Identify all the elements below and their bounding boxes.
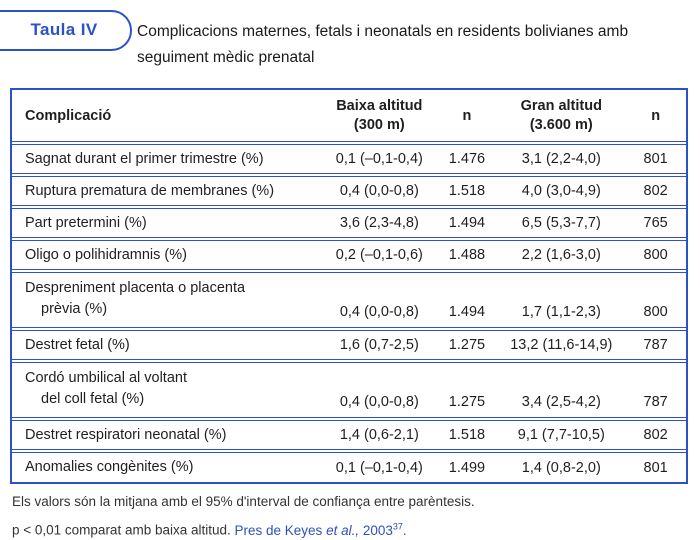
complication-cell: Destret fetal (%) <box>12 335 322 356</box>
baixa-n-cell: 1.518 <box>448 183 486 199</box>
complication-name: Ruptura prematura de membranes (%) <box>25 182 275 199</box>
complication-cell: Oligo o polihidramnis (%) <box>12 245 322 266</box>
baixa-n-cell: 1.518 <box>448 427 486 443</box>
gran-altitud-value-cell: 9,1 (7,7-10,5) <box>517 427 605 443</box>
gran-altitud-value-cell: 4,0 (3,0-4,9) <box>521 183 601 199</box>
citation-reference-number: 37 <box>392 521 403 531</box>
gran-altitud-value-cell: 3,1 (2,2-4,0) <box>521 151 601 167</box>
baixa-altitud-value-cell: 0,4 (0,0-0,8) <box>339 183 419 199</box>
gran-n-cell: 802 <box>643 427 668 443</box>
gran-altitud-value-cell: 1,4 (0,8-2,0) <box>521 459 601 476</box>
citation: Pres de Keyes et al., 200337. <box>234 521 407 538</box>
table-label-tab: Taula IV <box>0 10 132 51</box>
table-row: Anomalies congènites (%) 0,1 (–0,1-0,4) … <box>12 452 686 482</box>
column-header-gran-altitud: Gran altitud (3.600 m) <box>497 97 625 135</box>
complication-name: Cordó umbilical al voltant <box>25 370 187 386</box>
table-caption-line1: Complicacions maternes, fetals i neonata… <box>137 23 629 40</box>
citation-authors: Pres de Keyes <box>234 522 327 538</box>
complication-name: Oligo o polihidramnis (%) <box>25 246 187 263</box>
column-header-gran-line1: Gran altitud <box>520 97 602 114</box>
table-caption-line2: seguiment mèdic prenatal <box>137 49 315 66</box>
complication-cell: Ruptura prematura de membranes (%) <box>12 181 322 202</box>
table-row: Destret fetal (%) 1,6 (0,7-2,5) 1.275 13… <box>12 330 686 360</box>
baixa-n-cell: 1.476 <box>448 151 486 167</box>
complication-cell: Destret respiratori neonatal (%) <box>12 425 322 446</box>
gran-n-cell: 787 <box>643 394 668 410</box>
footnote-pvalue-text: p < 0,01 comparat amb baixa altitud. <box>12 522 235 538</box>
gran-n-cell: 800 <box>643 247 668 263</box>
baixa-altitud-value-cell: 0,1 (–0,1-0,4) <box>335 459 423 476</box>
table-row: Sagnat durant el primer trimestre (%) 0,… <box>12 144 686 174</box>
column-header-baixa-line2: (300 m) <box>353 116 405 133</box>
table-row: Despreniment placenta o placenta prèvia (… <box>12 272 686 328</box>
complication-cell: Cordó umbilical al voltant del coll fetal… <box>12 368 322 410</box>
table-footnotes: Els valors són la mitjana amb el 95% d'i… <box>12 490 475 540</box>
baixa-n-cell: 1.499 <box>448 459 486 476</box>
gran-n-cell: 765 <box>643 215 668 231</box>
gran-altitud-value-cell: 2,2 (1,6-3,0) <box>521 247 601 263</box>
complication-name: Anomalies congènites (%) <box>25 459 194 475</box>
complication-cell: Anomalies congènites (%) <box>12 457 322 478</box>
column-header-complication: Complicació <box>25 107 112 124</box>
table-row: Ruptura prematura de membranes (%) 0,4 (… <box>12 176 686 206</box>
complication-name-line2: prèvia (%) <box>41 301 108 317</box>
table-row: Oligo o polihidramnis (%) 0,2 (–0,1-0,6)… <box>12 240 686 270</box>
gran-altitud-value-cell: 3,4 (2,5-4,2) <box>521 394 601 410</box>
complication-name: Destret respiratori neonatal (%) <box>25 426 227 443</box>
complication-cell: Part pretermini (%) <box>12 213 322 234</box>
baixa-altitud-value-cell: 0,4 (0,0-0,8) <box>339 394 419 410</box>
complication-name-line2: del coll fetal (%) <box>41 391 145 407</box>
gran-n-cell: 801 <box>643 151 668 167</box>
gran-n-cell: 802 <box>643 183 668 199</box>
baixa-n-cell: 1.494 <box>448 304 486 320</box>
table-row: Cordó umbilical al voltant del coll fetal… <box>12 362 686 418</box>
footnote-line1: Els valors són la mitjana amb el 95% d'i… <box>12 494 475 509</box>
citation-et-al: et al., <box>326 522 360 538</box>
citation-period: . <box>402 522 407 538</box>
column-header-baixa-line1: Baixa altitud <box>336 97 423 114</box>
baixa-n-cell: 1.275 <box>448 394 486 410</box>
table-row: Part pretermini (%) 3,6 (2,3-4,8) 1.494 … <box>12 208 686 238</box>
baixa-altitud-value-cell: 0,4 (0,0-0,8) <box>339 304 419 320</box>
baixa-n-cell: 1.488 <box>448 247 486 263</box>
baixa-n-cell: 1.275 <box>448 337 486 353</box>
gran-n-cell: 801 <box>643 459 668 476</box>
baixa-altitud-value-cell: 0,1 (–0,1-0,4) <box>335 151 423 167</box>
gran-altitud-value-cell: 6,5 (5,3-7,7) <box>521 215 601 231</box>
column-header-baixa-altitud: Baixa altitud (300 m) <box>322 97 437 135</box>
baixa-altitud-value-cell: 1,6 (0,7-2,5) <box>339 337 419 353</box>
footnote-line2: p < 0,01 comparat amb baixa altitud. Pre… <box>12 514 475 540</box>
complication-name: Sagnat durant el primer trimestre (%) <box>25 150 264 167</box>
column-header-gran-line2: (3.600 m) <box>529 116 593 133</box>
citation-year: 2003 <box>359 522 393 538</box>
data-table: Complicació Baixa altitud (300 m) n Gran… <box>10 88 688 484</box>
baixa-altitud-value-cell: 3,6 (2,3-4,8) <box>339 215 419 231</box>
column-header-n-gran: n <box>651 107 661 124</box>
complication-cell: Despreniment placenta o placenta prèvia (… <box>12 278 322 320</box>
table-caption: Complicacions maternes, fetals i neonata… <box>137 19 685 71</box>
baixa-altitud-value-cell: 0,2 (–0,1-0,6) <box>335 247 423 263</box>
table-label: Taula IV <box>30 20 98 39</box>
complication-name: Destret fetal (%) <box>25 336 130 353</box>
baixa-n-cell: 1.494 <box>448 215 486 231</box>
gran-altitud-value-cell: 1,7 (1,1-2,3) <box>521 304 601 320</box>
gran-altitud-value-cell: 13,2 (11,6-14,9) <box>510 337 613 353</box>
column-header-n-baixa: n <box>462 107 472 124</box>
gran-n-cell: 787 <box>643 337 668 353</box>
gran-n-cell: 800 <box>643 304 668 320</box>
complication-cell: Sagnat durant el primer trimestre (%) <box>12 149 322 170</box>
complication-name: Despreniment placenta o placenta <box>25 280 246 296</box>
table-header-row: Complicació Baixa altitud (300 m) n Gran… <box>12 90 686 142</box>
table-row: Destret respiratori neonatal (%) 1,4 (0,… <box>12 420 686 450</box>
baixa-altitud-value-cell: 1,4 (0,6-2,1) <box>339 427 419 443</box>
complication-name: Part pretermini (%) <box>25 214 147 231</box>
